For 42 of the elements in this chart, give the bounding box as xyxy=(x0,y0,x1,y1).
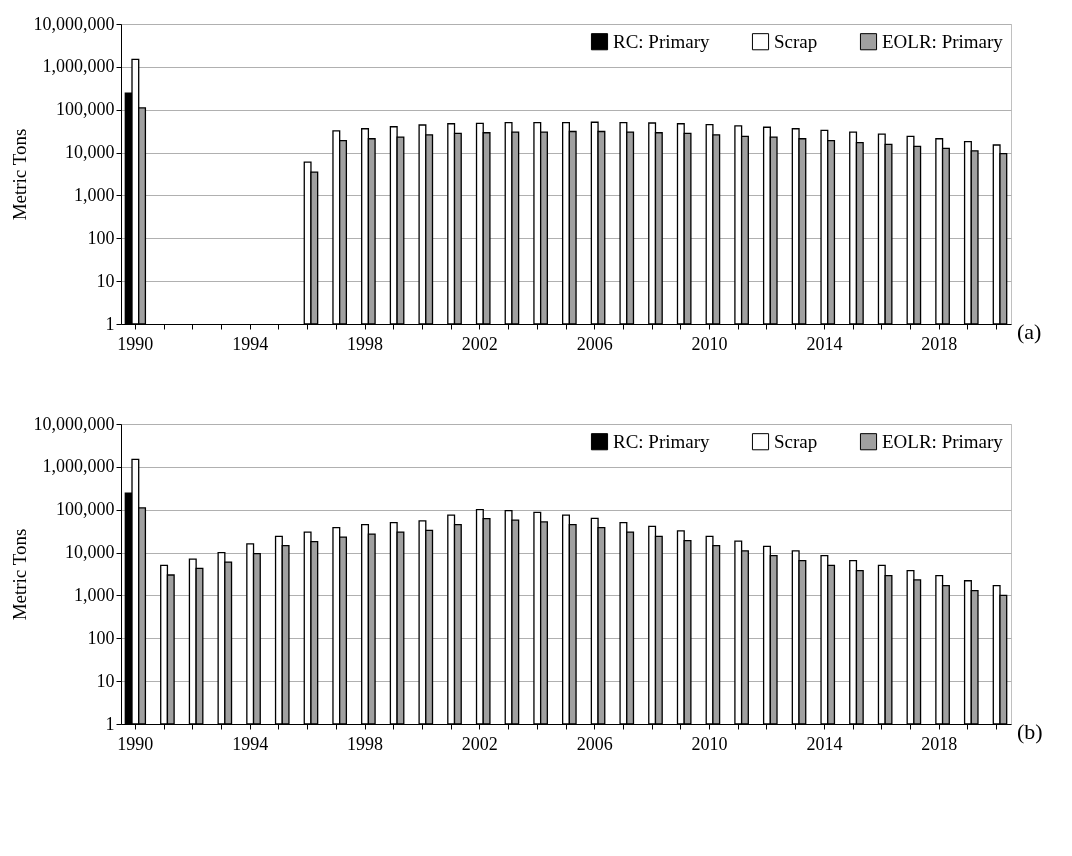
y-tick-label: 1,000,000 xyxy=(42,456,115,477)
y-tick-label: 10,000 xyxy=(65,542,115,563)
legend-label: RC: Primary xyxy=(613,430,711,452)
y-tick-label: 1 xyxy=(105,713,115,734)
x-tick-label: 2014 xyxy=(806,333,843,354)
legend-label: EOLR: Primary xyxy=(882,430,1004,452)
y-tick-label: 10 xyxy=(96,270,115,291)
x-tick-label: 2006 xyxy=(576,733,613,754)
x-tick-label: 2014 xyxy=(806,733,843,754)
y-tick-label: 10,000 xyxy=(65,142,115,163)
y-tick-label: 100 xyxy=(87,627,115,648)
x-tick-label: 1990 xyxy=(117,333,154,354)
text: (a) xyxy=(1017,319,1042,344)
legend-label: RC: Primary xyxy=(613,30,711,52)
legend-label: Scrap xyxy=(774,430,818,452)
legend-label: Scrap xyxy=(774,30,818,52)
y-tick-label: 100,000 xyxy=(56,99,115,120)
y-tick-label: 1,000,000 xyxy=(42,56,115,77)
x-tick-label: 2002 xyxy=(461,333,498,354)
x-tick-label: 1998 xyxy=(347,733,384,754)
y-axis-title: Metric Tons xyxy=(8,128,30,221)
x-tick-label: 1998 xyxy=(347,333,384,354)
y-tick-label: 10,000,000 xyxy=(33,413,115,434)
x-tick-label: 1994 xyxy=(232,733,269,754)
x-tick-label: 2018 xyxy=(921,333,958,354)
text: (b) xyxy=(1017,719,1043,744)
x-tick-label: 2010 xyxy=(691,333,728,354)
x-tick-label: 2010 xyxy=(691,733,728,754)
y-tick-label: 1,000 xyxy=(74,584,115,605)
legend-label: EOLR: Primary xyxy=(882,30,1004,52)
y-tick-label: 1 xyxy=(105,313,115,334)
y-tick-label: 1,000 xyxy=(74,184,115,205)
y-tick-label: 10 xyxy=(96,670,115,691)
y-tick-label: 100 xyxy=(87,227,115,248)
x-tick-label: 1994 xyxy=(232,333,269,354)
y-axis-title: Metric Tons xyxy=(8,528,30,621)
x-tick-label: 1990 xyxy=(117,733,154,754)
y-tick-label: 10,000,000 xyxy=(33,13,115,34)
x-tick-label: 2002 xyxy=(461,733,498,754)
y-tick-label: 100,000 xyxy=(56,499,115,520)
x-tick-label: 2006 xyxy=(576,333,613,354)
x-tick-label: 2018 xyxy=(921,733,958,754)
